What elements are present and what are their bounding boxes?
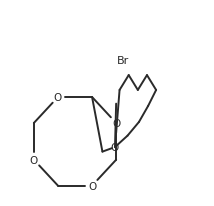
Text: Br: Br bbox=[117, 56, 129, 66]
Text: O: O bbox=[54, 92, 62, 103]
Text: O: O bbox=[111, 142, 119, 152]
Text: O: O bbox=[88, 181, 96, 191]
Text: O: O bbox=[112, 118, 120, 128]
Text: O: O bbox=[30, 155, 38, 165]
